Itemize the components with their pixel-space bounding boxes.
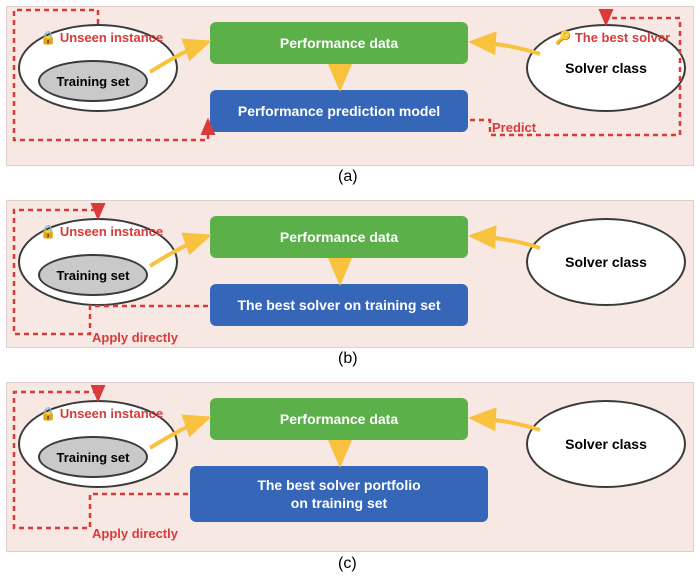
solver-class-c: Solver class <box>526 400 686 488</box>
apply-label-b: Apply directly <box>92 330 178 345</box>
unseen-label-b: 🔒 Unseen instance <box>40 224 163 240</box>
solver-class-b: Solver class <box>526 218 686 306</box>
caption-a: (a) <box>338 168 358 186</box>
training-set-label-c: Training set <box>57 450 130 465</box>
best-portfolio-c: The best solver portfolio on training se… <box>190 466 488 522</box>
lock-icon: 🔒 <box>40 30 56 45</box>
unseen-label-c: 🔒 Unseen instance <box>40 406 163 422</box>
lock-icon: 🔒 <box>40 224 56 239</box>
training-set-c: Training set <box>38 436 148 478</box>
prediction-model-a: Performance prediction model <box>210 90 468 132</box>
key-icon: 🔑 <box>555 30 571 45</box>
performance-data-c: Performance data <box>210 398 468 440</box>
performance-data-a: Performance data <box>210 22 468 64</box>
training-set-label-a: Training set <box>57 74 130 89</box>
performance-data-b: Performance data <box>210 216 468 258</box>
training-set-b: Training set <box>38 254 148 296</box>
predict-label-a: Predict <box>492 120 536 135</box>
best-solver-b: The best solver on training set <box>210 284 468 326</box>
training-set-a: Training set <box>38 60 148 102</box>
caption-b: (b) <box>338 350 358 368</box>
best-solver-label-a: 🔑 The best solver <box>555 30 670 46</box>
unseen-label-a: 🔒 Unseen instance <box>40 30 163 46</box>
caption-c: (c) <box>338 555 357 573</box>
lock-icon: 🔒 <box>40 406 56 421</box>
training-set-label-b: Training set <box>57 268 130 283</box>
apply-label-c: Apply directly <box>92 526 178 541</box>
